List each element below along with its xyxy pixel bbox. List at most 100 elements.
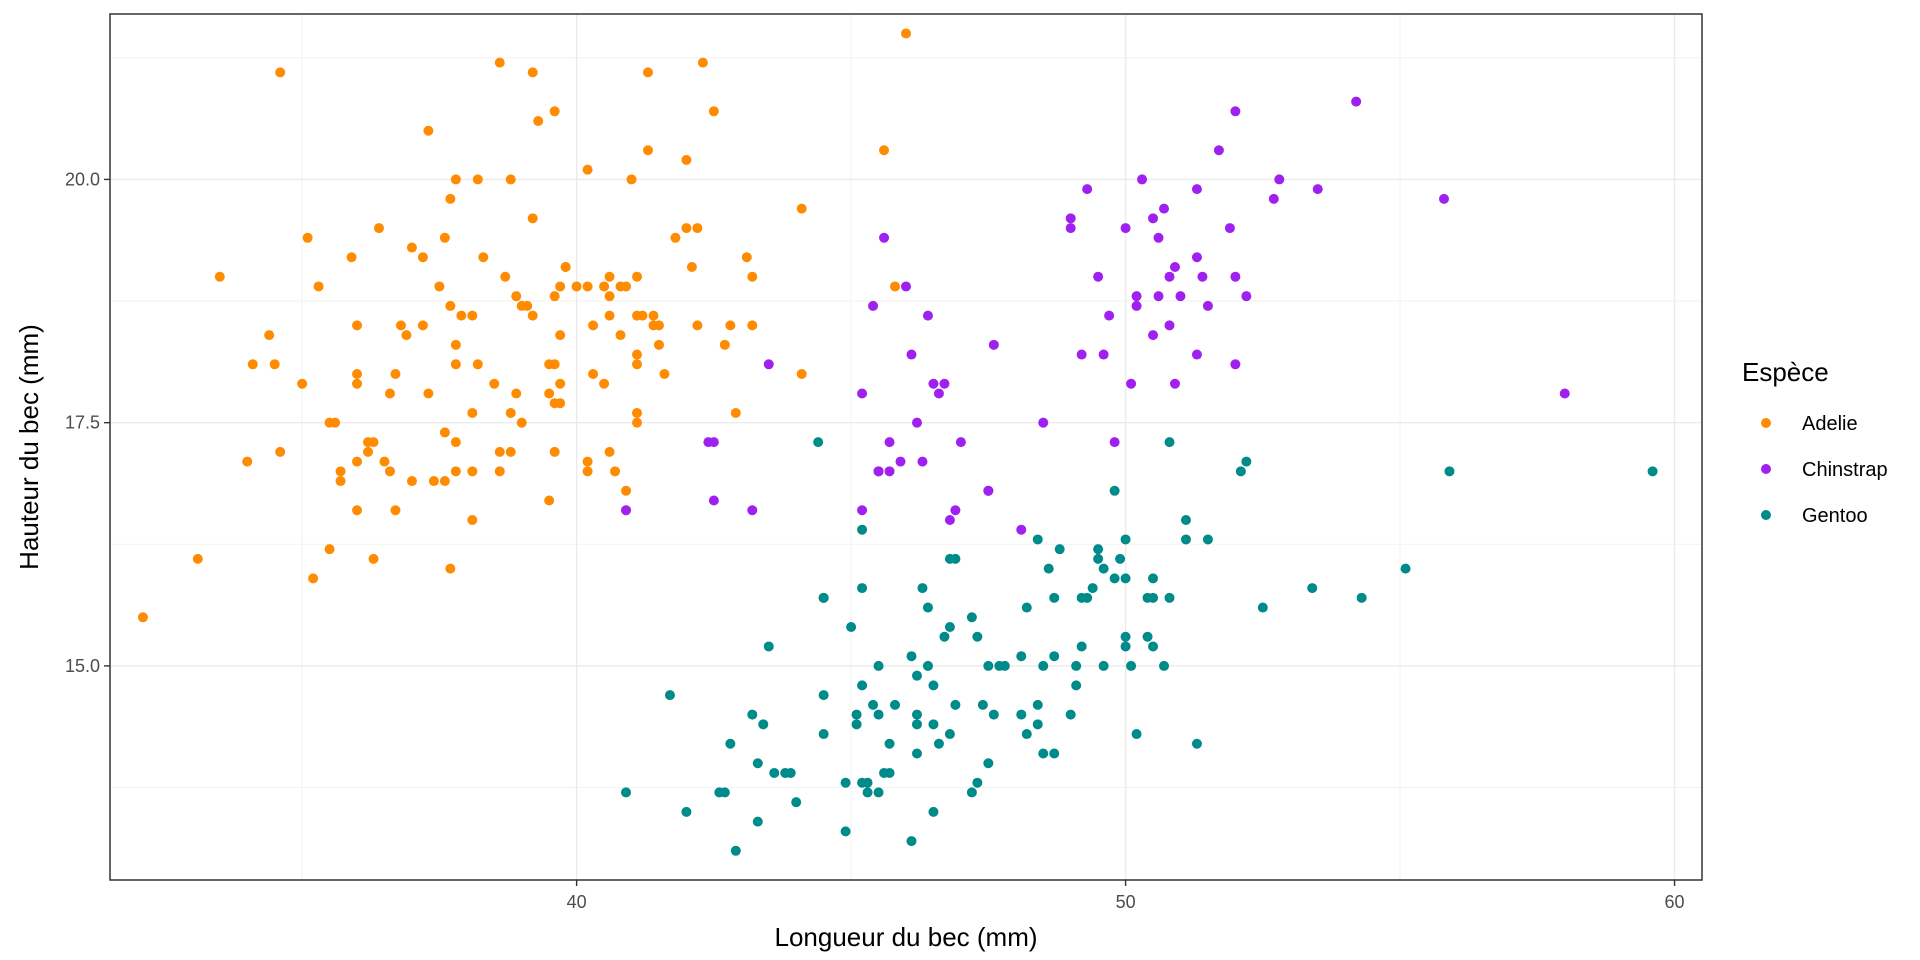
data-point bbox=[1148, 330, 1159, 341]
series-gentoo bbox=[621, 437, 1658, 856]
data-point bbox=[944, 729, 955, 740]
data-point bbox=[1197, 271, 1208, 282]
data-point bbox=[1120, 534, 1131, 545]
data-point bbox=[901, 281, 911, 292]
data-point bbox=[939, 378, 950, 389]
data-point bbox=[1356, 592, 1367, 603]
data-point bbox=[1137, 174, 1148, 185]
data-point bbox=[928, 680, 939, 691]
data-point bbox=[417, 252, 428, 263]
legend-key bbox=[1761, 418, 1771, 428]
data-point bbox=[1131, 300, 1142, 311]
data-point bbox=[423, 125, 434, 136]
data-point bbox=[1180, 534, 1191, 545]
data-point bbox=[478, 252, 489, 263]
data-point bbox=[1038, 417, 1049, 428]
data-point bbox=[1082, 592, 1093, 603]
data-point bbox=[423, 388, 434, 399]
data-point bbox=[450, 359, 461, 370]
data-point bbox=[873, 787, 884, 798]
data-point bbox=[1076, 641, 1087, 652]
data-point bbox=[450, 466, 461, 477]
data-point bbox=[928, 806, 939, 817]
data-point bbox=[1180, 514, 1191, 525]
data-point bbox=[642, 145, 653, 156]
data-point bbox=[730, 845, 741, 856]
data-point bbox=[472, 359, 483, 370]
legend-title: Espèce bbox=[1742, 357, 1829, 387]
x-tick-label: 40 bbox=[567, 892, 587, 912]
data-point bbox=[1109, 573, 1120, 584]
data-point bbox=[511, 291, 522, 302]
data-point bbox=[1032, 534, 1043, 545]
data-point bbox=[560, 261, 571, 272]
data-point bbox=[884, 738, 895, 749]
data-point bbox=[983, 660, 994, 671]
data-point bbox=[505, 407, 516, 418]
data-point bbox=[494, 57, 505, 68]
data-point bbox=[1191, 252, 1202, 263]
data-point bbox=[428, 476, 439, 487]
data-point bbox=[999, 660, 1010, 671]
data-point bbox=[401, 330, 412, 341]
data-point bbox=[384, 466, 395, 477]
data-point bbox=[857, 680, 868, 691]
data-point bbox=[697, 57, 708, 68]
data-point bbox=[725, 738, 736, 749]
data-point bbox=[1098, 660, 1109, 671]
data-point bbox=[988, 709, 999, 720]
data-point bbox=[1049, 748, 1060, 759]
data-point bbox=[445, 563, 456, 574]
data-point bbox=[1230, 359, 1241, 370]
data-point bbox=[1444, 466, 1455, 477]
data-point bbox=[522, 300, 533, 311]
data-point bbox=[1274, 174, 1285, 185]
major-gridlines bbox=[110, 14, 1702, 880]
data-point bbox=[901, 28, 911, 39]
data-point bbox=[472, 174, 483, 185]
data-point bbox=[544, 359, 555, 370]
data-point bbox=[373, 223, 384, 234]
data-point bbox=[275, 67, 286, 78]
data-point bbox=[390, 369, 401, 380]
data-point bbox=[1071, 680, 1082, 691]
legend-label: Adelie bbox=[1802, 413, 1858, 435]
data-point bbox=[1032, 719, 1043, 730]
data-point bbox=[1241, 291, 1252, 302]
data-point bbox=[906, 651, 917, 662]
data-point bbox=[692, 223, 703, 234]
data-point bbox=[363, 437, 374, 448]
data-point bbox=[708, 106, 719, 117]
data-point bbox=[335, 466, 346, 477]
data-point bbox=[1016, 709, 1027, 720]
data-point bbox=[500, 271, 511, 282]
y-axis-title: Hauteur du bec (mm) bbox=[14, 324, 44, 570]
data-point bbox=[1559, 388, 1570, 399]
data-point bbox=[604, 310, 615, 321]
data-point bbox=[527, 310, 538, 321]
data-point bbox=[818, 729, 829, 740]
data-point bbox=[1191, 738, 1202, 749]
data-point bbox=[368, 553, 379, 564]
data-point bbox=[1016, 524, 1027, 535]
data-point bbox=[1115, 553, 1126, 564]
data-point bbox=[950, 553, 961, 564]
data-point bbox=[879, 145, 890, 156]
data-point bbox=[1312, 184, 1323, 195]
data-point bbox=[527, 67, 538, 78]
data-point bbox=[708, 495, 719, 506]
data-point bbox=[977, 699, 988, 710]
data-point bbox=[1038, 660, 1049, 671]
data-point bbox=[450, 437, 461, 448]
data-point bbox=[516, 417, 527, 428]
data-point bbox=[873, 709, 884, 720]
data-point bbox=[681, 806, 692, 817]
data-point bbox=[868, 699, 879, 710]
data-point bbox=[450, 174, 461, 185]
data-point bbox=[681, 154, 692, 165]
data-point bbox=[1126, 660, 1137, 671]
x-tick-label: 60 bbox=[1665, 892, 1685, 912]
data-point bbox=[642, 67, 653, 78]
y-axis-ticks: 15.0 17.5 20.0 bbox=[65, 169, 110, 676]
data-point bbox=[730, 407, 741, 418]
